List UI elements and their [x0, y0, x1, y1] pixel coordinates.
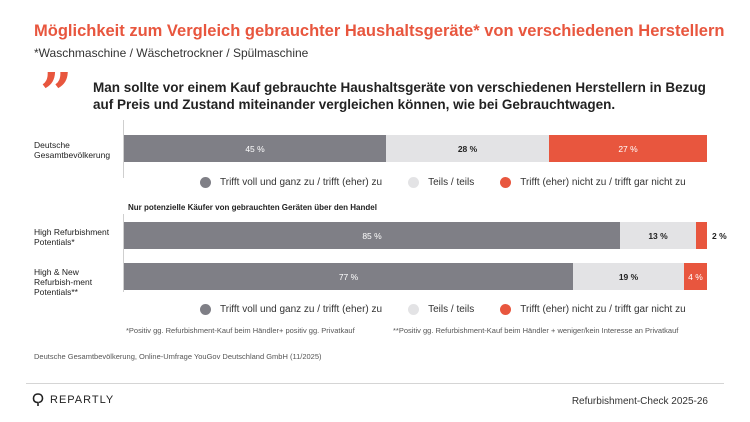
bar-segment-neutral: 28 % — [386, 135, 549, 162]
chart-subtitle: *Waschmaschine / Wäschetrockner / Spülma… — [34, 46, 309, 60]
legend-label: Teils / teils — [428, 303, 475, 315]
legend-label: Trifft (eher) nicht zu / trifft gar nich… — [520, 176, 686, 188]
footnote-left: *Positiv gg. Refurbishment-Kauf beim Hän… — [126, 326, 355, 335]
legend-label: Trifft voll und ganz zu / trifft (eher) … — [220, 303, 383, 315]
bar-segment-neutral: 19 % — [573, 263, 684, 290]
data-label: 28 % — [457, 143, 478, 154]
repartly-logo-icon — [32, 393, 44, 406]
row-label: Deutsche Gesamtbevölkerung — [34, 140, 111, 160]
data-label: 4 % — [688, 271, 703, 282]
bar-segment-agree: 85 % — [124, 222, 620, 249]
legend-item: Trifft voll und ganz zu / trifft (eher) … — [200, 176, 383, 188]
legend-dot-icon — [408, 303, 420, 315]
footer-divider — [26, 383, 724, 384]
legend: Trifft voll und ganz zu / trifft (eher) … — [200, 302, 712, 316]
data-label: 13 % — [648, 230, 668, 241]
footnote-right: **Positiv gg. Refurbishment-Kauf beim Hä… — [393, 326, 679, 335]
legend-dot-icon — [200, 303, 211, 315]
row-label: High Refurbishment Potentials* — [34, 227, 110, 247]
legend-dot-icon — [408, 176, 420, 188]
legend: Trifft voll und ganz zu / trifft (eher) … — [200, 175, 712, 189]
bar-segment-agree: 77 % — [124, 263, 573, 290]
bar-row: 13 % 85 % 2 % — [124, 222, 727, 249]
bar-row: 4 % 19 % 77 % — [124, 263, 707, 290]
data-label: 85 % — [362, 230, 382, 241]
axis-line-top — [123, 120, 124, 178]
brand-logo: REPARTLY — [32, 393, 114, 407]
data-label: 45 % — [245, 143, 265, 154]
legend-item: Trifft voll und ganz zu / trifft (eher) … — [200, 303, 383, 315]
data-label: 19 % — [618, 271, 639, 282]
row-label: High & New Refurbish-ment Potentials** — [34, 267, 93, 297]
legend-label: Trifft voll und ganz zu / trifft (eher) … — [220, 176, 383, 188]
source-note: Deutsche Gesamtbevölkerung, Online-Umfra… — [34, 352, 322, 361]
data-label: 2 % — [712, 231, 727, 241]
bar-segment-agree: 45 % — [124, 135, 386, 162]
bar-segment-disagree — [696, 222, 707, 249]
legend-dot-icon — [500, 176, 512, 188]
legend-item: Trifft (eher) nicht zu / trifft gar nich… — [500, 176, 686, 188]
legend-dot-icon — [500, 303, 512, 315]
bar-segment-disagree: 4 % — [684, 263, 707, 290]
legend-item: Teils / teils — [408, 303, 475, 315]
bar-segment-neutral: 13 % — [620, 222, 696, 249]
data-label: 77 % — [338, 271, 359, 282]
chart-title: Möglichkeit zum Vergleich gebrauchter Ha… — [34, 22, 725, 40]
legend-dot-icon — [200, 176, 211, 188]
legend-label: Teils / teils — [428, 176, 475, 188]
bar-row: 27 % 28 % 45 % — [124, 135, 707, 162]
legend-item: Trifft (eher) nicht zu / trifft gar nich… — [500, 303, 686, 315]
survey-statement: Man sollte vor einem Kauf gebrauchte Hau… — [93, 80, 706, 112]
legend-item: Teils / teils — [408, 176, 475, 188]
section-note: Nur potenzielle Käufer von gebrauchten G… — [128, 203, 377, 212]
brand-name: REPARTLY — [50, 394, 115, 406]
report-name: Refurbishment-Check 2025-26 — [571, 396, 708, 407]
quote-mark-icon: ” — [40, 61, 72, 127]
data-label: 27 % — [618, 143, 638, 154]
bar-segment-disagree: 27 % — [549, 135, 707, 162]
axis-line-bottom — [123, 214, 124, 292]
legend-label: Trifft (eher) nicht zu / trifft gar nich… — [520, 303, 686, 315]
